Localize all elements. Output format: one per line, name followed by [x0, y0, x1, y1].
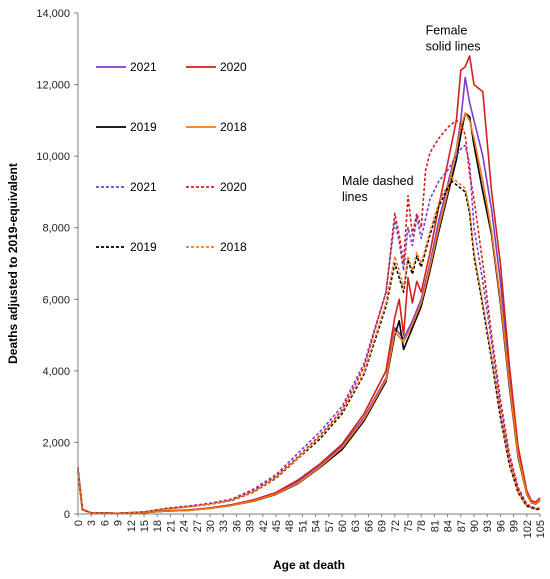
y-tick-label: 6,000 — [42, 294, 70, 306]
x-tick-label: 66 — [363, 520, 375, 532]
x-tick-label: 90 — [469, 520, 481, 532]
x-tick-label: 0 — [73, 520, 85, 526]
x-tick-label: 27 — [192, 520, 204, 532]
x-tick-label: 75 — [403, 520, 415, 532]
x-tick-label: 6 — [99, 520, 111, 526]
x-tick-label: 57 — [324, 520, 336, 532]
x-tick-label: 60 — [337, 520, 349, 532]
legend-label: 2020 — [220, 60, 247, 74]
x-tick-label: 87 — [456, 520, 468, 532]
x-tick-label: 63 — [350, 520, 362, 532]
tick-labels: 0 2,000 4,000 6,000 8,000 10,000 12,000 14,000 0… — [36, 8, 547, 538]
x-tick-label: 33 — [218, 520, 230, 532]
x-tick-label: 81 — [429, 520, 441, 532]
x-tick-label: 48 — [284, 520, 296, 532]
y-tick-label: 12,000 — [36, 80, 70, 92]
x-tick-label: 45 — [271, 520, 283, 532]
legend-label: 2018 — [220, 120, 247, 134]
x-tick-label: 105 — [535, 520, 547, 538]
legend-label: 2018 — [220, 240, 247, 254]
x-tick-label: 96 — [495, 520, 507, 532]
x-tick-label: 84 — [443, 520, 455, 532]
x-tick-label: 30 — [205, 520, 217, 532]
x-tick-label: 54 — [311, 520, 323, 532]
x-tick-label: 15 — [139, 520, 151, 532]
annotations: Female solid lines Male dashed lines — [342, 23, 480, 203]
x-tick-label: 42 — [258, 520, 270, 532]
series-line-female-2018 — [77, 112, 541, 515]
y-tick-label: 8,000 — [42, 223, 70, 235]
annotation-text: lines — [342, 190, 368, 204]
x-tick-label: 99 — [509, 520, 521, 532]
y-tick-label: 2,000 — [42, 437, 70, 449]
series-line-male-2020 — [77, 119, 540, 515]
series-line-male-2019 — [77, 180, 540, 515]
y-tick-label: 0 — [64, 509, 70, 521]
x-tick-label: 3 — [86, 520, 98, 526]
legend-label: 2021 — [130, 180, 157, 194]
x-tick-label: 12 — [126, 520, 138, 532]
y-axis-title: Deaths adjusted to 2019-equivalent — [6, 163, 20, 364]
legend: 2021 2020 2019 2018 2021 2020 2019 2018 — [96, 60, 247, 254]
x-tick-label: 51 — [297, 520, 309, 532]
x-tick-label: 39 — [245, 520, 257, 532]
x-tick-label: 9 — [113, 520, 125, 526]
series-line-female-2021 — [77, 76, 541, 515]
series-line-male-2018 — [77, 176, 540, 515]
x-tick-label: 36 — [231, 520, 243, 532]
series-lines — [77, 55, 541, 515]
y-tick-label: 4,000 — [42, 366, 70, 378]
x-tick-label: 93 — [482, 520, 494, 532]
y-tick-label: 10,000 — [36, 151, 70, 163]
legend-label: 2019 — [130, 120, 157, 134]
x-tick-label: 24 — [179, 520, 191, 532]
x-tick-label: 102 — [522, 520, 534, 538]
legend-label: 2020 — [220, 180, 247, 194]
x-axis-title: Age at death — [273, 558, 345, 572]
y-tick-label: 14,000 — [36, 8, 70, 20]
legend-label: 2019 — [130, 240, 157, 254]
x-tick-label: 69 — [377, 520, 389, 532]
x-tick-label: 72 — [390, 520, 402, 532]
annotation-text: solid lines — [426, 39, 481, 53]
legend-label: 2021 — [130, 60, 157, 74]
x-tick-label: 18 — [152, 520, 164, 532]
x-tick-label: 21 — [165, 520, 177, 532]
annotation-text: Male dashed — [342, 174, 414, 188]
axes — [74, 12, 541, 517]
series-line-male-2021 — [77, 144, 540, 515]
annotation-text: Female — [426, 23, 468, 37]
x-tick-label: 78 — [416, 520, 428, 532]
